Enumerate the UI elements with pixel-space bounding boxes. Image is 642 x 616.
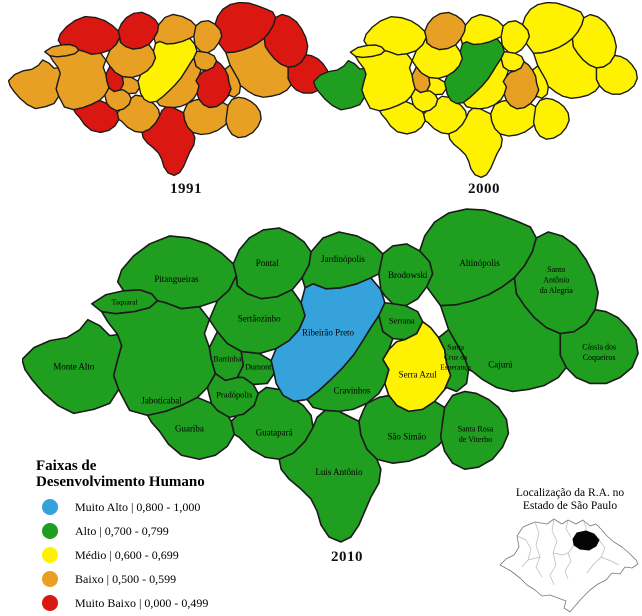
municipality-label-serra-azul: Serra Azul [399, 370, 438, 380]
inset-title: Localização da R.A. no Estado de São Pau… [498, 487, 642, 513]
legend-label-medio: Médio | 0,600 - 0,699 [75, 547, 179, 562]
legend-row-muito_alto: Muito Alto | 0,800 - 1,000 [36, 499, 276, 515]
highlighted-ra-region [572, 530, 600, 551]
municipality-cravinhos-2000 [462, 57, 510, 110]
municipality-label-taquaral: Taquaral [112, 298, 138, 307]
municipality-label-santa-cruz-da-esperanca: Santa Cruz da Esperança [440, 343, 471, 372]
municipality-pontal-2000 [424, 11, 467, 51]
municipality-label-santo-antonio-da-alegria: Santo Antônio da Alegria [540, 265, 573, 295]
legend-swatch-baixo [42, 571, 58, 587]
municipality-label-jaboticabal: Jaboticabal [141, 395, 182, 405]
state-region-borders [516, 518, 620, 586]
municipality-label-serrana: Serrana [389, 316, 415, 326]
state-outline [499, 518, 639, 613]
municipality-label-cajuru: Cajurú [488, 360, 513, 370]
legend-items: Muito Alto | 0,800 - 1,000 Alto | 0,700 -… [36, 499, 276, 611]
municipality-label-monte-alto: Monte Alto [53, 362, 95, 372]
map-2010: Monte Alto Taquaral Pitangueiras Jaboticaba… [22, 208, 639, 543]
municipality-label-cravinhos: Cravinhos [333, 385, 370, 395]
map-1991 [8, 2, 330, 177]
legend-swatch-medio [42, 547, 58, 563]
inset-title-line2: Estado de São Paulo [522, 500, 618, 512]
municipality-label-pradopolis: Pradópolis [216, 389, 252, 399]
map-2000 [313, 2, 638, 179]
municipality-label-sertaozinho: Sertãozinho [238, 314, 281, 324]
map-year-label-2010: 2010 [331, 549, 363, 565]
municipality-guariba-1991 [73, 99, 120, 134]
municipality-santa-rosa-de-viterbo-1991 [225, 96, 262, 139]
municipality-santa-cruz-da-esperanca-2000 [531, 65, 549, 100]
municipality-dumont-1991 [119, 75, 141, 95]
map-year-label-2000: 2000 [468, 181, 500, 197]
municipality-label-pitangueiras: Pitangueiras [154, 274, 199, 284]
municipality-santa-cruz-da-esperanca-2010 [437, 328, 470, 393]
sao-paulo-state-inset-map [499, 518, 639, 613]
municipality-label-sao-simao: São Simão [387, 431, 426, 441]
municipality-dumont-2000 [426, 76, 447, 96]
municipality-santa-rosa-de-viterbo-2010 [439, 390, 510, 471]
legend-swatch-alto [42, 523, 58, 539]
municipality-guariba-2010 [146, 396, 236, 461]
municipality-label-ribeirao-preto: Ribeirão Preto [302, 328, 355, 338]
municipality-label-santa-rosa-de-viterbo: Santa Rosa de Viterbo [458, 424, 494, 443]
municipality-cravinhos-2010 [306, 314, 394, 413]
municipality-luis-antonio-1991 [141, 106, 196, 177]
municipality-label-pontal: Pontal [256, 258, 279, 268]
legend-row-muito_baixo: Muito Baixo | 0,000 - 0,499 [36, 595, 276, 611]
inset-title-line1: Localização da R.A. no [515, 487, 625, 499]
municipality-santa-rosa-de-viterbo-2000 [532, 97, 570, 140]
municipality-label-jardinopolis: Jardinópolis [321, 254, 365, 264]
municipality-label-dumont: Dumont [245, 363, 272, 372]
municipality-luis-antonio-2000 [448, 107, 503, 179]
legend-swatch-muito_baixo [42, 595, 58, 611]
municipality-luis-antonio-2010 [278, 409, 382, 543]
municipality-dumont-2010 [236, 350, 275, 386]
legend-row-alto: Alto | 0,700 - 0,799 [36, 523, 276, 539]
municipality-santa-cruz-da-esperanca-1991 [224, 64, 242, 98]
legend-row-baixo: Baixo | 0,500 - 0,599 [36, 571, 276, 587]
municipality-cravinhos-1991 [155, 57, 202, 109]
municipality-label-brodowski: Brodowski [388, 270, 428, 280]
legend-label-muito_baixo: Muito Baixo | 0,000 - 0,499 [75, 595, 209, 610]
legend-title-line1: Faixas de [36, 458, 97, 474]
municipality-monte-alto-1991 [8, 59, 61, 110]
municipality-monte-alto-2000 [313, 59, 367, 111]
legend-title-line2: Desenvolvimento Humano [36, 474, 205, 490]
municipality-guariba-2000 [378, 100, 426, 135]
legend-swatch-muito_alto [42, 499, 58, 515]
municipality-label-guatapara: Guatapará [256, 427, 293, 437]
legend-title: Faixas de Desenvolvimento Humano [36, 458, 276, 490]
municipality-label-barrinha: Barrinha [213, 355, 241, 364]
legend-label-muito_alto: Muito Alto | 0,800 - 1,000 [75, 499, 201, 514]
municipality-label-luis-antonio: Luis Antônio [315, 467, 363, 477]
municipality-label-cassia-dos-coqueiros: Cássia dos Coqueiros [582, 343, 616, 362]
legend-row-medio: Médio | 0,600 - 0,699 [36, 547, 276, 563]
municipality-label-altinopolis: Altinópolis [459, 258, 500, 268]
map-year-label-1991: 1991 [170, 181, 202, 197]
legend-label-alto: Alto | 0,700 - 0,799 [75, 523, 169, 538]
legend-label-baixo: Baixo | 0,500 - 0,599 [75, 571, 177, 586]
municipality-pontal-1991 [117, 11, 160, 50]
legend: Faixas de Desenvolvimento Humano Muito A… [36, 458, 276, 616]
municipality-label-guariba: Guariba [175, 423, 204, 433]
